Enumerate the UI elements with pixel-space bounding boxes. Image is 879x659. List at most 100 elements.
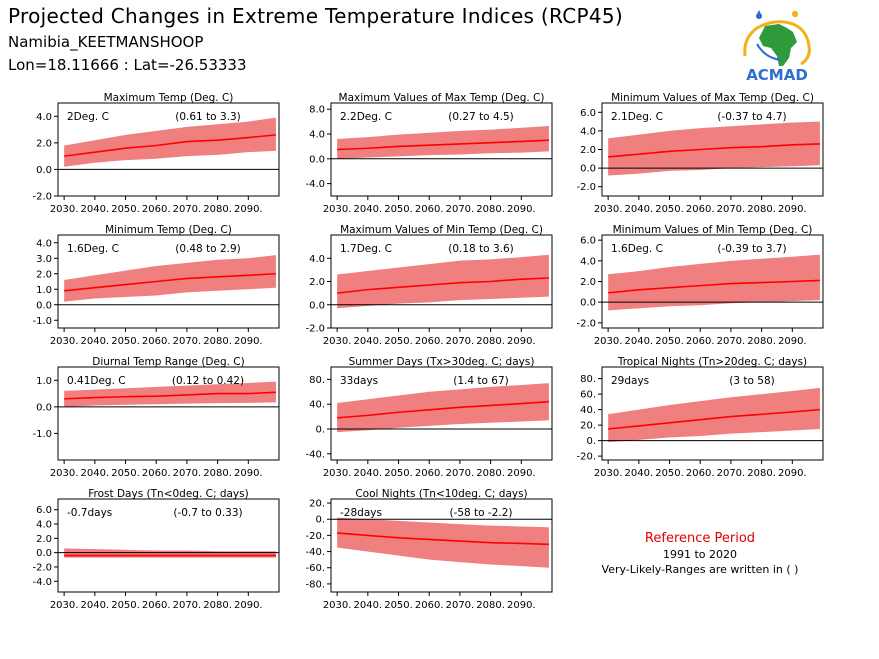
likely-range-txn: (-0.37 to 4.7) bbox=[717, 111, 786, 123]
y-tick-label-tr: 80. bbox=[580, 374, 596, 385]
y-tick-label-mintemp: 2.0 bbox=[36, 269, 52, 280]
reference-panel: Reference Period 1991 to 2020 Very-Likel… bbox=[590, 531, 810, 576]
y-tick-label-txx: -4.0 bbox=[305, 179, 325, 190]
median-line-mintemp bbox=[64, 272, 276, 292]
panel-title-tnx: Maximum Values of Min Temp (Deg. C) bbox=[340, 224, 543, 236]
median-line-maxtemp bbox=[64, 134, 277, 157]
plot-frame-mintemp bbox=[57, 234, 280, 329]
station-coordinates: Lon=18.11666 : Lat=-26.53333 bbox=[8, 56, 247, 74]
change-summary-cn: -28days bbox=[340, 507, 382, 519]
x-tick-label-fd: 2030. bbox=[50, 600, 79, 611]
likely-range-cn: (-58 to -2.2) bbox=[449, 507, 512, 519]
panel-title-cn: Cool Nights (Tn<10deg. C; days) bbox=[355, 488, 527, 500]
x-tick-label-mintemp: 2030. bbox=[50, 336, 79, 347]
change-summary-txn: 2.1Deg. C bbox=[611, 111, 663, 123]
panel-title-tr: Tropical Nights (Tn>20deg. C; days) bbox=[617, 356, 807, 368]
y-tick-label-cn: -60. bbox=[305, 563, 325, 574]
x-tick-label-dtr: 2070. bbox=[173, 468, 202, 479]
x-tick-label-dtr: 2050. bbox=[111, 468, 140, 479]
x-tick-label-tr: 2050. bbox=[655, 468, 684, 479]
y-tick-label-txx: 8.0 bbox=[309, 105, 325, 116]
y-tick-label-tr: 20. bbox=[580, 421, 596, 432]
x-tick-label-dtr: 2090. bbox=[234, 468, 263, 479]
reference-note: Very-Likely-Ranges are written in ( ) bbox=[601, 563, 799, 576]
y-tick-label-su: 80. bbox=[309, 375, 325, 386]
range-band-maxtemp bbox=[64, 117, 276, 167]
x-tick-label-txx: 2050. bbox=[384, 204, 413, 215]
median-line-tnn bbox=[608, 279, 820, 294]
x-tick-label-dtr: 2060. bbox=[142, 468, 171, 479]
x-tick-label-tr: 2090. bbox=[778, 468, 807, 479]
x-tick-label-su: 2080. bbox=[476, 468, 505, 479]
y-tick-label-txn: 6.0 bbox=[580, 108, 596, 119]
x-tick-label-txn: 2030. bbox=[594, 204, 623, 215]
x-tick-label-mintemp: 2080. bbox=[203, 336, 232, 347]
x-tick-label-tnx: 2050. bbox=[384, 336, 413, 347]
y-tick-label-mintemp: 1.0 bbox=[36, 285, 52, 296]
y-tick-label-maxtemp: -2.0 bbox=[32, 192, 52, 203]
y-tick-label-su: 0. bbox=[315, 425, 325, 436]
median-line-txn bbox=[608, 143, 820, 158]
panel-title-maxtemp: Maximum Temp (Deg. C) bbox=[104, 92, 234, 104]
acmad-logo: ACMAD bbox=[743, 10, 811, 84]
y-tick-label-tr: 60. bbox=[580, 390, 596, 401]
likely-range-tr: (3 to 58) bbox=[729, 375, 774, 387]
x-tick-label-txn: 2060. bbox=[686, 204, 715, 215]
y-tick-label-fd: 4.0 bbox=[36, 520, 52, 531]
likely-range-fd: (-0.7 to 0.33) bbox=[173, 507, 242, 519]
change-summary-maxtemp: 2Deg. C bbox=[67, 111, 109, 123]
likely-range-tnn: (-0.39 to 3.7) bbox=[717, 243, 786, 255]
x-tick-label-mintemp: 2050. bbox=[111, 336, 140, 347]
x-tick-label-txx: 2040. bbox=[354, 204, 383, 215]
panel-title-txx: Maximum Values of Max Temp (Deg. C) bbox=[339, 92, 545, 104]
x-tick-label-txn: 2080. bbox=[747, 204, 776, 215]
panel-title-dtr: Diurnal Temp Range (Deg. C) bbox=[92, 356, 244, 368]
y-tick-label-tnx: 2.0 bbox=[309, 277, 325, 288]
x-tick-label-mintemp: 2090. bbox=[234, 336, 263, 347]
x-tick-label-txn: 2050. bbox=[655, 204, 684, 215]
x-tick-label-txx: 2080. bbox=[476, 204, 505, 215]
panel-title-fd: Frost Days (Tn<0deg. C; days) bbox=[88, 488, 248, 500]
likely-range-mintemp: (0.48 to 2.9) bbox=[175, 243, 241, 255]
x-tick-label-tnn: 2090. bbox=[778, 336, 807, 347]
x-tick-label-dtr: 2040. bbox=[81, 468, 110, 479]
x-tick-label-su: 2090. bbox=[507, 468, 536, 479]
x-tick-label-txx: 2070. bbox=[446, 204, 475, 215]
x-tick-label-tnn: 2080. bbox=[747, 336, 776, 347]
x-tick-label-txx: 2030. bbox=[323, 204, 352, 215]
y-tick-label-mintemp: -1.0 bbox=[32, 316, 52, 327]
likely-range-txx: (0.27 to 4.5) bbox=[448, 111, 514, 123]
y-tick-label-dtr: -1.0 bbox=[32, 429, 52, 440]
y-tick-label-tr: -20. bbox=[576, 452, 596, 463]
x-tick-label-tnn: 2040. bbox=[625, 336, 654, 347]
plot-frame-maxtemp bbox=[57, 102, 280, 197]
range-band-cn bbox=[337, 517, 549, 568]
y-tick-label-tnx: 4.0 bbox=[309, 254, 325, 265]
x-tick-label-cn: 2030. bbox=[323, 600, 352, 611]
median-line-txx bbox=[337, 139, 549, 151]
x-tick-label-tr: 2070. bbox=[717, 468, 746, 479]
plot-frame-cn bbox=[330, 498, 553, 593]
y-tick-label-su: -40. bbox=[305, 449, 325, 460]
range-band-dtr bbox=[64, 381, 276, 407]
range-band-txx bbox=[337, 125, 549, 159]
x-tick-label-fd: 2080. bbox=[203, 600, 232, 611]
x-tick-label-mintemp: 2070. bbox=[173, 336, 202, 347]
panel-title-su: Summer Days (Tx>30deg. C; days) bbox=[349, 356, 535, 368]
y-tick-label-cn: -80. bbox=[305, 579, 325, 590]
x-tick-label-tr: 2030. bbox=[594, 468, 623, 479]
y-tick-label-dtr: 0.0 bbox=[36, 402, 52, 413]
x-tick-label-mintemp: 2060. bbox=[142, 336, 171, 347]
y-tick-label-fd: -4.0 bbox=[32, 577, 52, 588]
x-tick-label-cn: 2040. bbox=[354, 600, 383, 611]
x-tick-label-txn: 2090. bbox=[778, 204, 807, 215]
range-band-tnn bbox=[608, 254, 820, 311]
plot-frame-fd bbox=[57, 498, 280, 593]
x-tick-label-cn: 2060. bbox=[415, 600, 444, 611]
x-tick-label-su: 2030. bbox=[323, 468, 352, 479]
y-tick-label-maxtemp: 0.0 bbox=[36, 165, 52, 176]
y-tick-label-tr: 40. bbox=[580, 405, 596, 416]
y-tick-label-tnn: -2.0 bbox=[576, 318, 596, 329]
x-tick-label-tnn: 2050. bbox=[655, 336, 684, 347]
change-summary-txx: 2.2Deg. C bbox=[340, 111, 392, 123]
